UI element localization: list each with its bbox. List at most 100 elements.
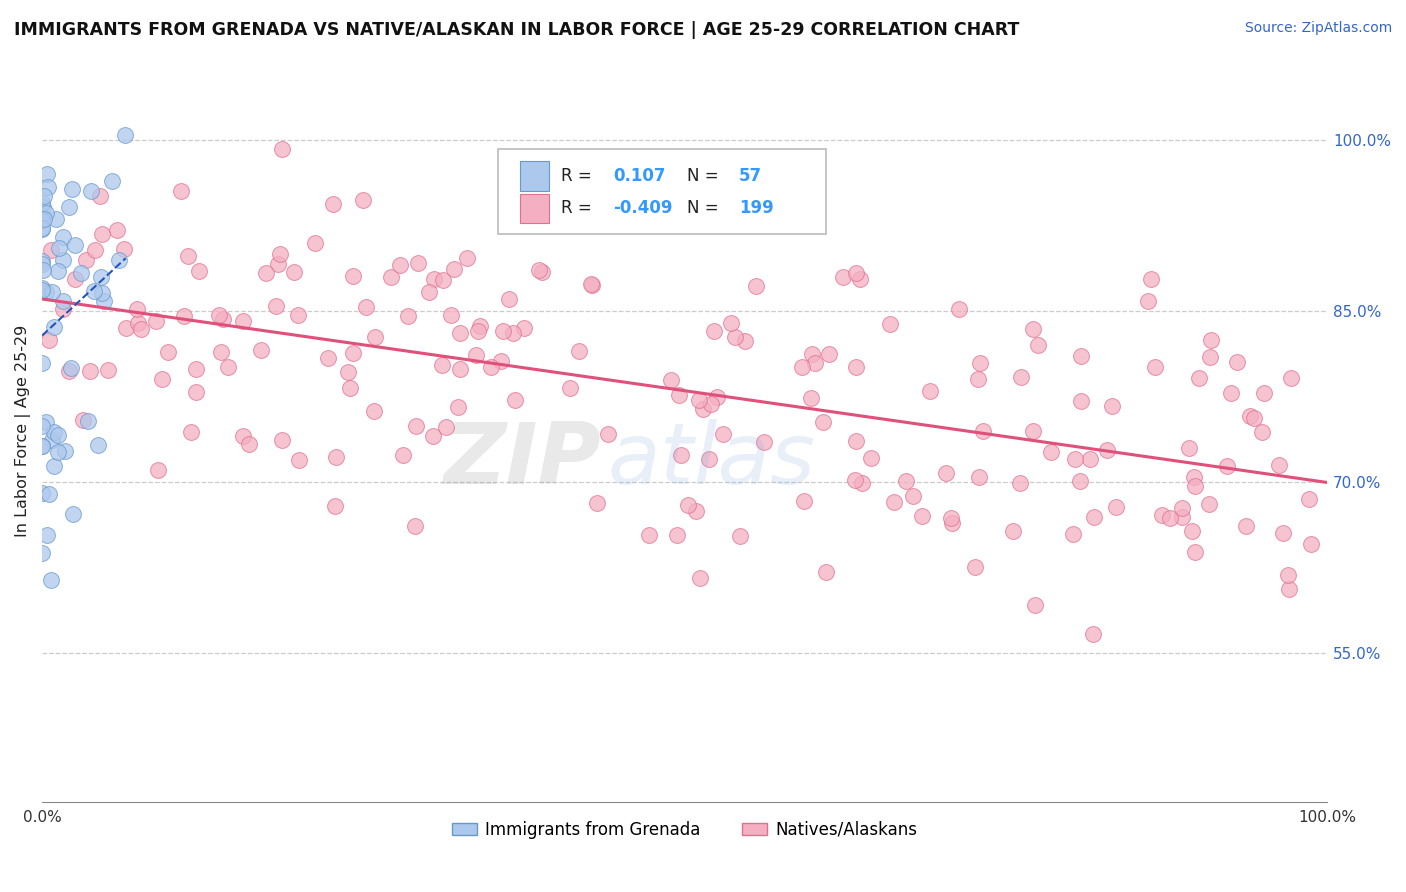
Text: 199: 199 [738, 200, 773, 218]
Text: Source: ZipAtlas.com: Source: ZipAtlas.com [1244, 21, 1392, 36]
Point [456, 252, 478, 266]
Point [188, 264, 211, 278]
Point [1188, 371, 1211, 385]
Point [46, 264, 69, 278]
Text: ZIP: ZIP [444, 418, 602, 502]
Point [342, 346, 364, 360]
Point [1137, 294, 1160, 309]
Point [1178, 441, 1201, 455]
Point [287, 308, 309, 322]
Point [969, 356, 991, 370]
Point [745, 278, 768, 293]
Text: 0.107: 0.107 [613, 167, 665, 185]
Point [617, 163, 640, 178]
Point [35, 206, 58, 220]
Point [470, 319, 492, 334]
Point [1171, 501, 1194, 516]
Point [127, 302, 149, 317]
Point [145, 313, 167, 327]
Point [527, 262, 550, 277]
Point [1070, 393, 1092, 408]
FancyBboxPatch shape [520, 194, 548, 223]
Text: N =: N = [688, 200, 724, 218]
Point [1198, 497, 1220, 511]
Point [1184, 544, 1206, 558]
Point [52, 253, 75, 268]
Point [685, 503, 707, 517]
Point [1159, 510, 1181, 524]
Point [127, 316, 149, 330]
Point [1097, 442, 1119, 457]
Point [502, 326, 524, 340]
Point [79, 364, 101, 378]
Point [89, 189, 111, 203]
Point [948, 302, 970, 317]
Text: R =: R = [561, 200, 598, 218]
Point [1028, 337, 1050, 351]
Point [512, 321, 534, 335]
Point [901, 489, 924, 503]
Point [1083, 510, 1105, 524]
Point [31, 485, 53, 500]
Point [817, 346, 839, 360]
Point [31, 220, 53, 235]
Point [1024, 598, 1046, 612]
Point [31, 281, 53, 295]
Point [31, 418, 53, 433]
Point [503, 392, 526, 407]
Point [440, 308, 463, 322]
Point [734, 334, 756, 349]
Point [105, 223, 128, 237]
Point [62, 507, 84, 521]
Point [354, 300, 377, 314]
Point [443, 262, 465, 277]
Point [449, 326, 471, 340]
Point [90, 227, 112, 241]
Point [31, 546, 53, 560]
Point [364, 330, 387, 344]
Point [449, 361, 471, 376]
Point [129, 322, 152, 336]
Point [209, 345, 232, 359]
Point [65, 237, 87, 252]
Point [814, 566, 837, 580]
Point [32, 212, 55, 227]
Point [184, 385, 207, 400]
Point [342, 269, 364, 284]
Point [1277, 568, 1299, 582]
Point [1022, 322, 1045, 336]
Point [52, 293, 75, 308]
Point [269, 247, 291, 261]
Point [418, 285, 440, 300]
Point [1081, 627, 1104, 641]
Point [706, 390, 728, 404]
Point [879, 317, 901, 331]
Point [352, 194, 374, 208]
Point [638, 528, 661, 542]
Point [108, 252, 131, 267]
Point [1243, 411, 1265, 425]
Point [46, 428, 69, 442]
Point [1299, 537, 1322, 551]
Point [894, 474, 917, 488]
Point [112, 243, 135, 257]
Point [1198, 350, 1220, 364]
Point [671, 448, 693, 462]
Point [254, 266, 277, 280]
Point [392, 448, 415, 462]
Point [83, 285, 105, 299]
Point [1101, 399, 1123, 413]
Point [32, 189, 55, 203]
Point [283, 265, 305, 279]
Point [31, 212, 53, 227]
Point [406, 256, 429, 270]
Text: IMMIGRANTS FROM GRENADA VS NATIVE/ALASKAN IN LABOR FORCE | AGE 25-29 CORRELATION: IMMIGRANTS FROM GRENADA VS NATIVE/ALASKA… [14, 21, 1019, 39]
Point [967, 371, 990, 385]
Point [489, 354, 512, 368]
Point [180, 425, 202, 440]
Point [322, 197, 344, 211]
Point [1226, 355, 1249, 369]
Point [860, 450, 883, 465]
Point [325, 450, 347, 464]
Point [52, 230, 75, 244]
